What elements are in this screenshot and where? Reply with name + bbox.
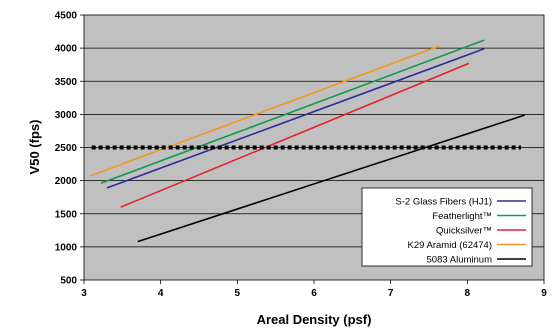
series-lines (89, 39, 526, 243)
y-tick-label: 4500 (55, 11, 78, 22)
y-tick-label: 1500 (55, 209, 78, 220)
legend-label-2: Quicksilver™ (436, 226, 492, 237)
legend-label-0: S-2 Glass Fibers (HJ1) (395, 197, 492, 208)
y-tick-label: 4000 (55, 44, 78, 55)
x-tick-label: 8 (465, 288, 471, 299)
y-tick-label: 500 (60, 276, 77, 287)
legend: S-2 Glass Fibers (HJ1) Featherlight™ Quick… (361, 187, 533, 267)
series-line-1 (100, 39, 485, 185)
y-tick-label: 3000 (55, 110, 78, 121)
x-tick-label: 4 (158, 288, 164, 299)
x-tick-label: 3 (81, 288, 87, 299)
x-tick-label: 7 (388, 288, 394, 299)
x-tick-label: 5 (235, 288, 241, 299)
legend-label-3: K29 Aramid (62474) (408, 240, 493, 251)
y-tick-label: 1000 (55, 242, 78, 253)
series-line-3 (89, 45, 440, 177)
y-tick-label: 2000 (55, 176, 78, 187)
legend-label-4: 5083 Aluminum (427, 255, 493, 266)
legend-items: S-2 Glass Fibers (HJ1) Featherlight™ Quick… (395, 197, 526, 266)
series-line-4 (137, 114, 526, 243)
x-tick-label: 6 (311, 288, 317, 299)
y-axis-title: V50 (fps) (27, 120, 42, 175)
x-tick-label: 9 (541, 288, 547, 299)
y-tick-label: 3500 (55, 77, 78, 88)
series-line-2 (120, 62, 470, 208)
axis-ticks: 500 1000 1500 2000 2500 3000 3500 4000 4500 3 4 5 6 7… (55, 11, 547, 300)
y-tick-label: 2500 (55, 143, 78, 154)
x-axis-title: Areal Density (psf) (257, 312, 372, 327)
series-line-0 (106, 48, 485, 189)
legend-label-1: Featherlight™ (432, 211, 492, 222)
